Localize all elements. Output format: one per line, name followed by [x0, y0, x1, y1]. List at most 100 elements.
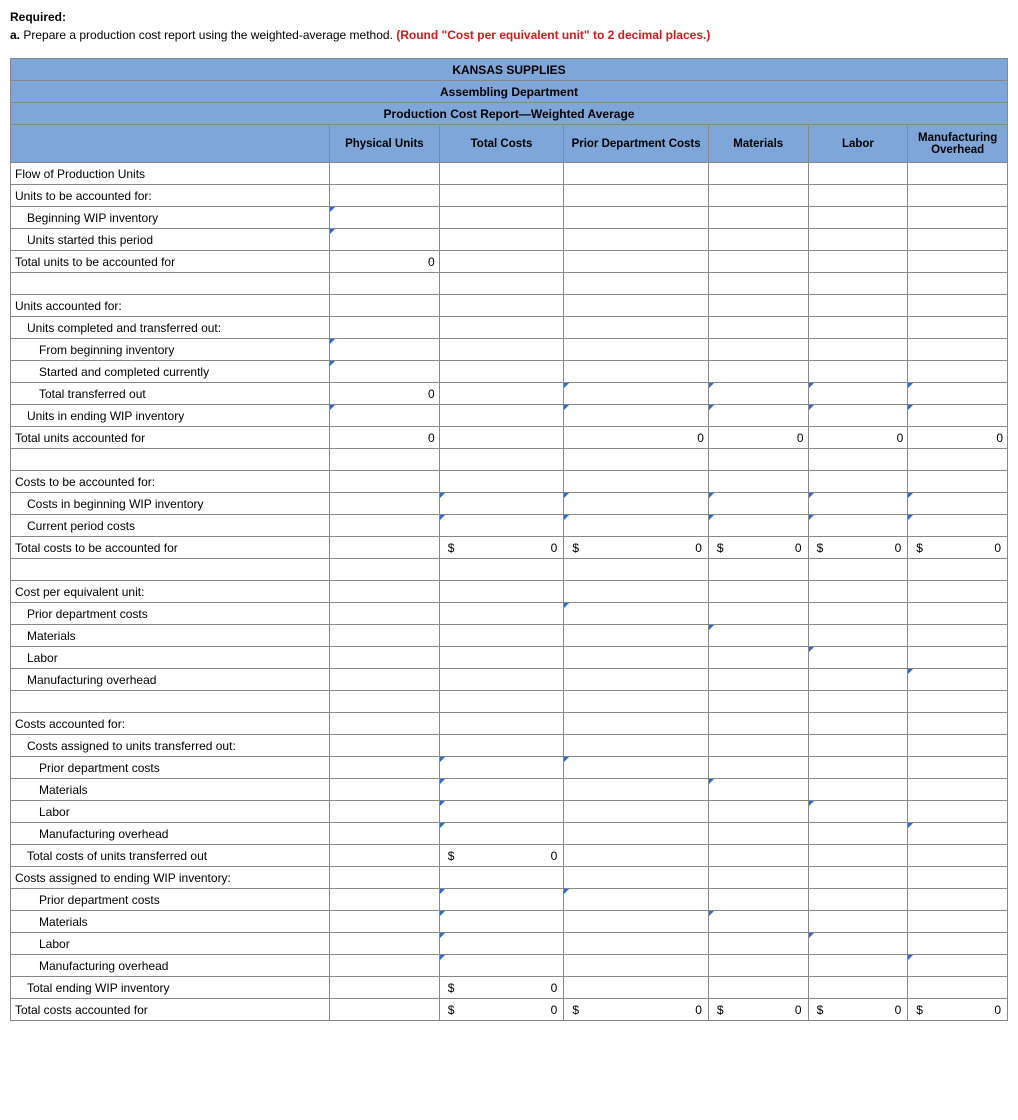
table-row: Materials	[11, 779, 1008, 801]
row-cpe-prior: Prior department costs	[11, 603, 330, 625]
row-units-accounted: Units accounted for:	[11, 295, 330, 317]
input-ax-lab-lab[interactable]	[808, 801, 908, 823]
row-costs-accounted: Costs accounted for:	[11, 713, 330, 735]
input-ae-lab-lab[interactable]	[808, 933, 908, 955]
row-ax-labor: Labor	[11, 801, 330, 823]
input-total-xfer-prior[interactable]	[564, 383, 709, 405]
table-row: Flow of Production Units	[11, 163, 1008, 185]
table-row: Total costs to be accounted for $0 $0 $0…	[11, 537, 1008, 559]
input-cc-mat[interactable]	[708, 515, 808, 537]
row-cpe-moh: Manufacturing overhead	[11, 669, 330, 691]
row-ae-materials: Materials	[11, 911, 330, 933]
input-cpe-prior[interactable]	[564, 603, 709, 625]
input-ending-wip-moh[interactable]	[908, 405, 1008, 427]
input-cpe-mat[interactable]	[708, 625, 808, 647]
input-beg-wip-phys[interactable]	[330, 207, 440, 229]
production-cost-table: KANSAS SUPPLIES Assembling Department Pr…	[10, 58, 1008, 1021]
table-row: Units in ending WIP inventory	[11, 405, 1008, 427]
row-ax-prior: Prior department costs	[11, 757, 330, 779]
row-ae-moh: Manufacturing overhead	[11, 955, 330, 977]
title-dept: Assembling Department	[11, 81, 1008, 103]
input-ending-wip-lab[interactable]	[808, 405, 908, 427]
input-ae-mat-total[interactable]	[439, 911, 564, 933]
row-total-costs-to-account: Total costs to be accounted for	[11, 537, 330, 559]
input-cbw-mat[interactable]	[708, 493, 808, 515]
input-cc-moh[interactable]	[908, 515, 1008, 537]
input-cc-prior[interactable]	[564, 515, 709, 537]
input-cc-total[interactable]	[439, 515, 564, 537]
input-total-xfer-moh[interactable]	[908, 383, 1008, 405]
val-tca-moh: $0	[908, 999, 1008, 1021]
input-ax-mat-mat[interactable]	[708, 779, 808, 801]
val-txc-total: $0	[439, 845, 564, 867]
input-ending-wip-phys[interactable]	[330, 405, 440, 427]
input-total-xfer-lab[interactable]	[808, 383, 908, 405]
input-cpe-lab[interactable]	[808, 647, 908, 669]
req-a-text: Prepare a production cost report using t…	[23, 28, 396, 42]
table-row: Units completed and transferred out:	[11, 317, 1008, 339]
input-cbw-prior[interactable]	[564, 493, 709, 515]
input-ax-moh-total[interactable]	[439, 823, 564, 845]
col-prior: Prior Department Costs	[564, 125, 709, 163]
row-total-units-accounted: Total units accounted for	[11, 427, 330, 449]
row-assigned-xfer: Costs assigned to units transferred out:	[11, 735, 330, 757]
input-ax-prior-total[interactable]	[439, 757, 564, 779]
row-ax-moh: Manufacturing overhead	[11, 823, 330, 845]
input-ax-moh-moh[interactable]	[908, 823, 1008, 845]
table-row: Prior department costs	[11, 889, 1008, 911]
input-ending-wip-prior[interactable]	[564, 405, 709, 427]
row-flow: Flow of Production Units	[11, 163, 330, 185]
input-ax-prior-prior[interactable]	[564, 757, 709, 779]
val-tca-lab: $0	[808, 999, 908, 1021]
row-costs-to-account: Costs to be accounted for:	[11, 471, 330, 493]
row-cost-per-eq: Cost per equivalent unit:	[11, 581, 330, 603]
val-tcta-prior: $0	[564, 537, 709, 559]
val-total-to-account: 0	[330, 251, 440, 273]
input-ax-lab-total[interactable]	[439, 801, 564, 823]
input-from-beg-phys[interactable]	[330, 339, 440, 361]
input-started-comp-phys[interactable]	[330, 361, 440, 383]
input-ae-moh-total[interactable]	[439, 955, 564, 977]
input-cbw-moh[interactable]	[908, 493, 1008, 515]
input-ae-prior-total[interactable]	[439, 889, 564, 911]
row-ending-wip-units: Units in ending WIP inventory	[11, 405, 330, 427]
input-ax-mat-total[interactable]	[439, 779, 564, 801]
table-row: Beginning WIP inventory	[11, 207, 1008, 229]
title-company: KANSAS SUPPLIES	[11, 59, 1008, 81]
table-row: Units accounted for:	[11, 295, 1008, 317]
input-ae-prior-prior[interactable]	[564, 889, 709, 911]
table-row: Total costs accounted for $0 $0 $0 $0 $0	[11, 999, 1008, 1021]
table-row: Units to be accounted for:	[11, 185, 1008, 207]
required-heading: Required:	[10, 10, 1008, 24]
row-total-xfer-costs: Total costs of units transferred out	[11, 845, 330, 867]
row-total-to-account: Total units to be accounted for	[11, 251, 330, 273]
input-total-xfer-mat[interactable]	[708, 383, 808, 405]
table-row: Total units to be accounted for 0	[11, 251, 1008, 273]
input-cpe-moh[interactable]	[908, 669, 1008, 691]
input-ae-lab-total[interactable]	[439, 933, 564, 955]
val-tca-prior: $0	[564, 999, 709, 1021]
row-cpe-materials: Materials	[11, 625, 330, 647]
input-cbw-lab[interactable]	[808, 493, 908, 515]
title-report: Production Cost Report—Weighted Average	[11, 103, 1008, 125]
val-tcta-lab: $0	[808, 537, 908, 559]
row-costs-beg-wip: Costs in beginning WIP inventory	[11, 493, 330, 515]
table-row	[11, 273, 1008, 295]
table-row: Materials	[11, 625, 1008, 647]
input-ae-moh-moh[interactable]	[908, 955, 1008, 977]
req-a-note: (Round "Cost per equivalent unit" to 2 d…	[396, 28, 710, 42]
input-cc-lab[interactable]	[808, 515, 908, 537]
input-started-phys[interactable]	[330, 229, 440, 251]
table-row: Costs assigned to units transferred out:	[11, 735, 1008, 757]
col-total: Total Costs	[439, 125, 564, 163]
input-ae-mat-mat[interactable]	[708, 911, 808, 933]
table-row: Total ending WIP inventory $0	[11, 977, 1008, 999]
val-tua-mat: 0	[708, 427, 808, 449]
val-tcta-mat: $0	[708, 537, 808, 559]
input-ending-wip-mat[interactable]	[708, 405, 808, 427]
requirement-a: a. Prepare a production cost report usin…	[10, 28, 1008, 42]
input-cbw-total[interactable]	[439, 493, 564, 515]
table-row: Costs assigned to ending WIP inventory:	[11, 867, 1008, 889]
val-tcta-moh: $0	[908, 537, 1008, 559]
table-row: From beginning inventory	[11, 339, 1008, 361]
